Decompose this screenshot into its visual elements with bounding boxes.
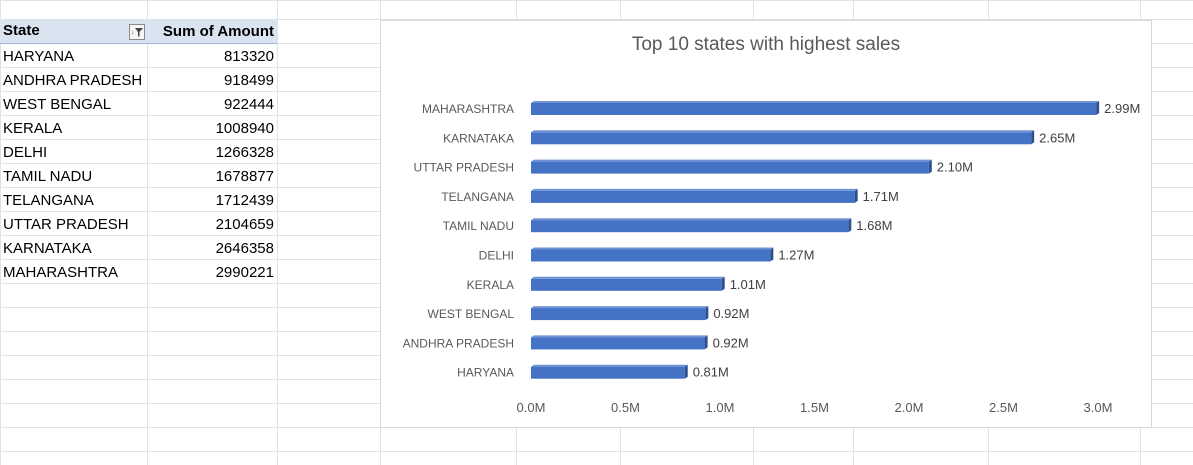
bar[interactable]: [531, 337, 705, 350]
bar[interactable]: [531, 308, 706, 321]
table-row[interactable]: UTTAR PRADESH 2104659: [0, 212, 277, 236]
bar[interactable]: [531, 366, 685, 379]
bar-top-face: [531, 306, 709, 309]
state-cell[interactable]: MAHARASHTRA: [3, 263, 119, 281]
state-cell[interactable]: HARYANA: [3, 47, 75, 65]
category-label: TAMIL NADU: [443, 219, 514, 233]
amount-cell[interactable]: 2104659: [215, 215, 274, 233]
category-label: HARYANA: [457, 366, 514, 380]
amount-header-cell[interactable]: Sum of Amount: [146, 19, 277, 44]
data-label: 1.71M: [863, 189, 899, 204]
bar-top-face: [531, 247, 774, 250]
bar-chart[interactable]: Top 10 states with highest sales MAHARAS…: [380, 20, 1152, 428]
table-row[interactable]: MAHARASHTRA 2990221: [0, 260, 277, 284]
bar-side-face: [721, 276, 725, 291]
bar-side-face: [705, 306, 709, 321]
category-label: WEST BENGAL: [428, 307, 515, 321]
bar-top-face: [531, 335, 708, 338]
data-label: 0.92M: [713, 306, 749, 321]
data-label: 0.81M: [693, 365, 729, 380]
x-tick-label: 1.0M: [706, 400, 735, 415]
amount-cell[interactable]: 1712439: [215, 191, 274, 209]
category-label: TELANGANA: [441, 190, 514, 204]
data-label: 1.01M: [730, 277, 766, 292]
category-label: KERALA: [467, 278, 514, 292]
x-tick-label: 0.5M: [611, 400, 640, 415]
state-header-cell[interactable]: State ↓: [0, 19, 146, 44]
chart-title: Top 10 states with highest sales: [631, 34, 901, 55]
category-label: DELHI: [479, 249, 514, 263]
bar-side-face: [1031, 130, 1035, 145]
chart-plot-area: MAHARASHTRA 2.99M KARNATAKA 2.65M UTTAR PRAD…: [403, 101, 1140, 415]
category-label: KARNATAKA: [443, 131, 514, 145]
x-tick-label: 1.5M: [800, 400, 829, 415]
bar-top-face: [531, 188, 858, 191]
amount-cell[interactable]: 1008940: [215, 119, 274, 137]
amount-cell[interactable]: 2990221: [215, 263, 274, 281]
data-label: 2.99M: [1104, 101, 1140, 116]
bar[interactable]: [531, 190, 855, 203]
bar-side-face: [854, 188, 858, 203]
state-cell[interactable]: WEST BENGAL: [3, 95, 112, 113]
bar[interactable]: [531, 103, 1097, 115]
table-row[interactable]: TAMIL NADU 1678877: [0, 164, 277, 188]
x-tick-label: 2.0M: [895, 400, 924, 415]
bar-side-face: [928, 159, 932, 174]
pivot-body: HARYANA 813320 ANDHRA PRADESH 918499 WEST BE…: [0, 44, 277, 285]
bar-top-face: [531, 276, 725, 279]
category-label: UTTAR PRADESH: [414, 161, 514, 175]
bar-side-face: [1096, 101, 1100, 115]
amount-header-label: Sum of Amount: [162, 22, 274, 40]
amount-cell[interactable]: 1678877: [215, 167, 274, 185]
amount-cell[interactable]: 1266328: [215, 143, 274, 161]
table-row[interactable]: DELHI 1266328: [0, 140, 277, 164]
amount-cell[interactable]: 2646358: [215, 239, 274, 257]
data-label: 0.92M: [713, 335, 749, 350]
data-label: 1.27M: [778, 248, 814, 263]
bar-side-face: [770, 247, 774, 262]
amount-cell[interactable]: 922444: [223, 95, 274, 113]
state-cell[interactable]: TELANGANA: [3, 191, 94, 209]
x-tick-label: 0.0M: [517, 400, 546, 415]
bar-top-face: [531, 364, 688, 367]
state-cell[interactable]: TAMIL NADU: [3, 167, 93, 185]
table-row[interactable]: ANDHRA PRADESH 918499: [0, 68, 277, 92]
bar[interactable]: [531, 161, 929, 174]
bar-side-face: [684, 364, 688, 379]
bar-top-face: [531, 159, 932, 162]
state-cell[interactable]: UTTAR PRADESH: [3, 215, 129, 233]
table-row[interactable]: WEST BENGAL 922444: [0, 92, 277, 116]
bar-side-face: [704, 335, 708, 350]
pivot-table: State ↓ Sum of Amount HARYANA 813320 ANDHR…: [0, 19, 277, 284]
bar[interactable]: [531, 249, 771, 262]
bar[interactable]: [531, 278, 722, 291]
bar[interactable]: [531, 220, 849, 233]
data-label: 2.65M: [1039, 130, 1075, 145]
svg-text:↓: ↓: [131, 30, 134, 36]
category-label: MAHARASHTRA: [422, 102, 514, 116]
state-cell[interactable]: ANDHRA PRADESH: [3, 71, 143, 89]
x-tick-label: 3.0M: [1084, 400, 1113, 415]
amount-cell[interactable]: 918499: [223, 71, 274, 89]
bar-top-face: [531, 101, 1100, 103]
table-row[interactable]: KARNATAKA 2646358: [0, 236, 277, 260]
amount-cell[interactable]: 813320: [223, 47, 274, 65]
filter-sort-icon[interactable]: ↓: [129, 23, 145, 40]
bar-top-face: [531, 218, 852, 221]
state-cell[interactable]: DELHI: [3, 143, 48, 161]
bar-side-face: [848, 218, 852, 233]
category-label: ANDHRA PRADESH: [403, 336, 514, 350]
table-row[interactable]: TELANGANA 1712439: [0, 188, 277, 212]
pivot-header-row: State ↓ Sum of Amount: [0, 19, 277, 44]
state-cell[interactable]: KERALA: [3, 119, 63, 137]
table-row[interactable]: HARYANA 813320: [0, 44, 277, 69]
bar-top-face: [531, 130, 1035, 133]
x-tick-label: 2.5M: [989, 400, 1018, 415]
bar[interactable]: [531, 132, 1032, 145]
state-header-label: State: [3, 21, 40, 39]
table-row[interactable]: KERALA 1008940: [0, 116, 277, 140]
data-label: 2.10M: [937, 160, 973, 175]
state-cell[interactable]: KARNATAKA: [3, 239, 92, 257]
data-label: 1.68M: [856, 218, 892, 233]
